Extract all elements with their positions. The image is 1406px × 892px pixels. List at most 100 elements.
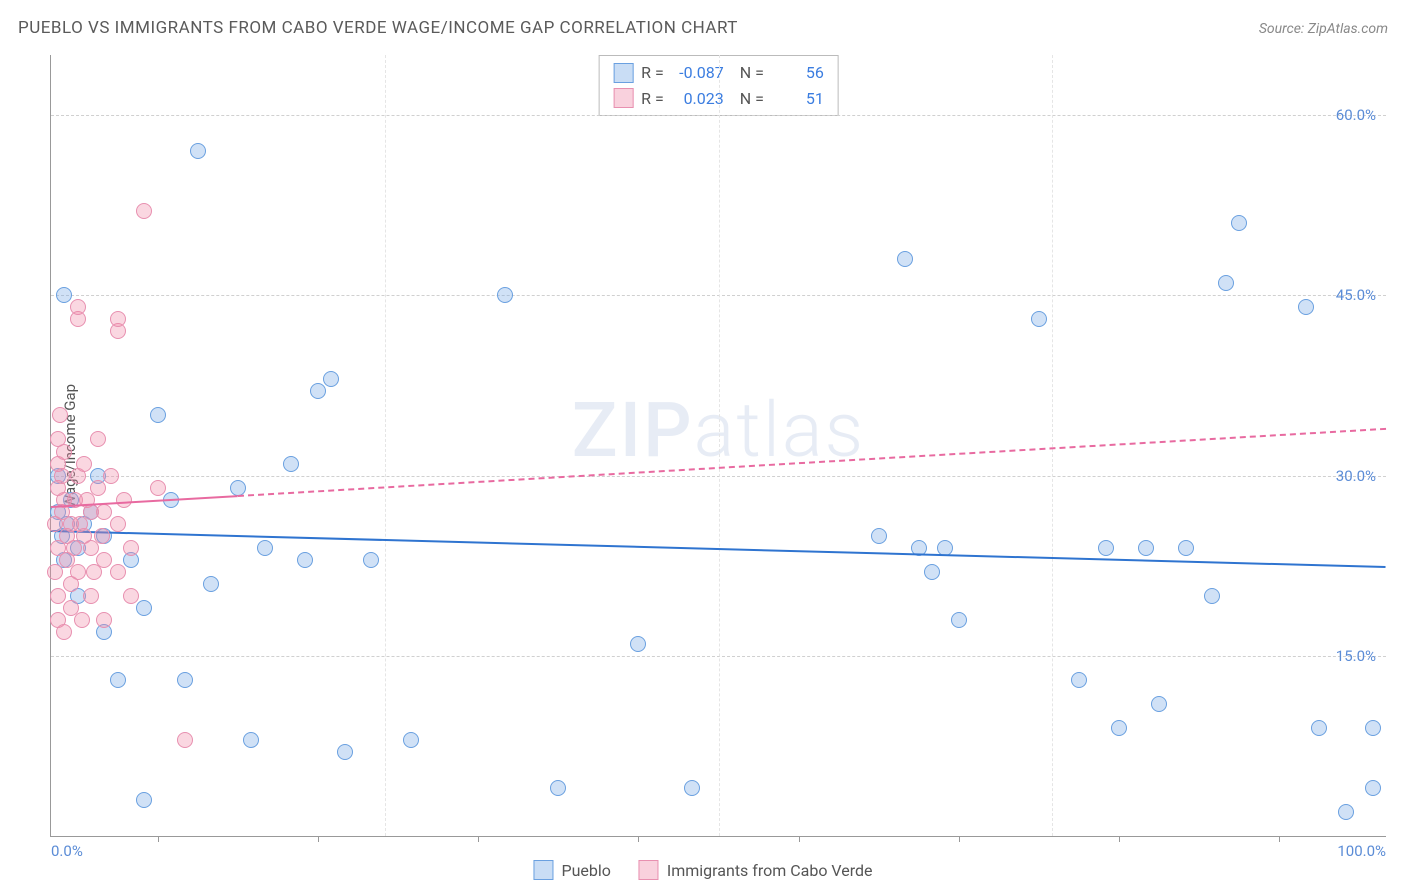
scatter-point xyxy=(116,492,132,508)
x-tick-label: 100.0% xyxy=(1337,842,1386,860)
scatter-point xyxy=(1138,540,1154,556)
scatter-point xyxy=(96,612,112,628)
scatter-point xyxy=(70,588,86,604)
scatter-point xyxy=(363,552,379,568)
scatter-point xyxy=(56,552,72,568)
legend-swatch-icon xyxy=(639,860,659,880)
scatter-point xyxy=(323,371,339,387)
scatter-point xyxy=(190,143,206,159)
scatter-plot-area: ZIPatlas R = -0.087 N = 56 R = 0.023 N =… xyxy=(50,55,1386,837)
scatter-point xyxy=(403,732,419,748)
scatter-point xyxy=(96,504,112,520)
n-value: 51 xyxy=(772,86,824,112)
scatter-point xyxy=(1311,720,1327,736)
scatter-point xyxy=(70,311,86,327)
scatter-point xyxy=(83,540,99,556)
scatter-point xyxy=(310,383,326,399)
x-tick-mark xyxy=(959,836,960,842)
gridline xyxy=(1052,55,1053,836)
scatter-point xyxy=(1111,720,1127,736)
x-tick-mark xyxy=(158,836,159,842)
scatter-point xyxy=(110,323,126,339)
chart-header: PUEBLO VS IMMIGRANTS FROM CABO VERDE WAG… xyxy=(18,18,1388,38)
trend-line xyxy=(238,427,1386,496)
scatter-point xyxy=(951,612,967,628)
scatter-point xyxy=(70,299,86,315)
legend-label: Pueblo xyxy=(561,861,610,880)
scatter-point xyxy=(76,516,92,532)
scatter-point xyxy=(90,431,106,447)
scatter-point xyxy=(96,552,112,568)
scatter-point xyxy=(243,732,259,748)
scatter-point xyxy=(1031,311,1047,327)
scatter-point xyxy=(1338,804,1354,820)
y-tick-label: 45.0% xyxy=(1336,286,1376,304)
y-tick-label: 30.0% xyxy=(1336,467,1376,485)
y-tick-label: 15.0% xyxy=(1336,647,1376,665)
r-label: R = xyxy=(641,60,664,86)
scatter-point xyxy=(1204,588,1220,604)
scatter-point xyxy=(86,564,102,580)
scatter-point xyxy=(50,540,66,556)
scatter-point xyxy=(50,588,66,604)
x-tick-mark xyxy=(1279,836,1280,842)
scatter-point xyxy=(230,480,246,496)
scatter-point xyxy=(63,576,79,592)
scatter-point xyxy=(924,564,940,580)
scatter-point xyxy=(56,444,72,460)
scatter-point xyxy=(83,588,99,604)
x-tick-mark xyxy=(478,836,479,842)
scatter-point xyxy=(136,203,152,219)
scatter-point xyxy=(1365,720,1381,736)
scatter-point xyxy=(1151,696,1167,712)
scatter-point xyxy=(63,600,79,616)
scatter-point xyxy=(110,564,126,580)
scatter-point xyxy=(59,516,75,532)
scatter-point xyxy=(283,456,299,472)
scatter-point xyxy=(150,480,166,496)
scatter-point xyxy=(684,780,700,796)
legend-label: Immigrants from Cabo Verde xyxy=(667,861,873,880)
x-tick-mark xyxy=(799,836,800,842)
scatter-point xyxy=(110,672,126,688)
scatter-point xyxy=(50,431,66,447)
scatter-point xyxy=(110,516,126,532)
r-value: -0.087 xyxy=(672,60,724,86)
scatter-point xyxy=(123,540,139,556)
scatter-point xyxy=(1071,672,1087,688)
scatter-point xyxy=(74,612,90,628)
scatter-point xyxy=(123,588,139,604)
scatter-point xyxy=(337,744,353,760)
x-tick-mark xyxy=(638,836,639,842)
scatter-point xyxy=(297,552,313,568)
scatter-point xyxy=(59,552,75,568)
scatter-point xyxy=(76,456,92,472)
y-tick-label: 60.0% xyxy=(1336,106,1376,124)
scatter-point xyxy=(96,624,112,640)
source-attribution: Source: ZipAtlas.com xyxy=(1259,21,1388,37)
scatter-point xyxy=(56,624,72,640)
x-tick-mark xyxy=(318,836,319,842)
r-value: 0.023 xyxy=(672,86,724,112)
scatter-point xyxy=(177,672,193,688)
trend-line xyxy=(51,495,238,508)
scatter-point xyxy=(50,480,66,496)
scatter-point xyxy=(123,552,139,568)
scatter-point xyxy=(52,407,68,423)
scatter-point xyxy=(47,564,63,580)
series-swatch-icon xyxy=(613,88,633,108)
chart-title: PUEBLO VS IMMIGRANTS FROM CABO VERDE WAG… xyxy=(18,18,738,38)
scatter-point xyxy=(96,528,112,544)
scatter-point xyxy=(94,528,110,544)
scatter-point xyxy=(203,576,219,592)
scatter-point xyxy=(70,540,86,556)
legend-item: Pueblo xyxy=(533,860,610,880)
scatter-point xyxy=(50,612,66,628)
legend: Pueblo Immigrants from Cabo Verde xyxy=(533,860,872,880)
legend-swatch-icon xyxy=(533,860,553,880)
n-value: 56 xyxy=(772,60,824,86)
x-tick-label: 0.0% xyxy=(51,842,83,860)
r-label: R = xyxy=(641,86,664,112)
scatter-point xyxy=(897,251,913,267)
scatter-point xyxy=(50,456,66,472)
